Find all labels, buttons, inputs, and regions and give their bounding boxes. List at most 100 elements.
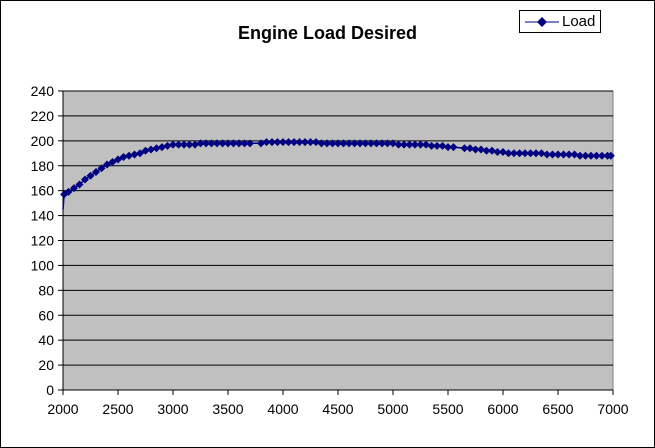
data-point-2800 xyxy=(147,145,155,154)
data-point-3050 xyxy=(174,140,183,149)
data-point-3350 xyxy=(207,139,216,148)
data-point-3950 xyxy=(273,138,282,147)
data-point-5950 xyxy=(493,148,502,157)
x-tick-label-7000: 7000 xyxy=(597,401,628,417)
data-point-5800 xyxy=(477,145,485,154)
legend-label-load: Load xyxy=(562,13,596,30)
y-tick-label-180: 180 xyxy=(31,158,55,174)
data-point-3300 xyxy=(202,139,210,148)
data-point-3550 xyxy=(229,139,238,148)
data-point-5400 xyxy=(433,141,441,150)
data-point-4450 xyxy=(328,139,337,148)
data-point-5000 xyxy=(389,139,397,148)
data-point-3250 xyxy=(196,139,205,148)
y-tick-label-100: 100 xyxy=(31,257,55,273)
legend-line-marker xyxy=(525,17,559,27)
data-point-4950 xyxy=(383,139,392,148)
data-point-4600 xyxy=(345,139,353,148)
data-point-4500 xyxy=(334,139,342,148)
data-point-6400 xyxy=(543,150,551,159)
data-point-5150 xyxy=(405,140,414,149)
data-point-6300 xyxy=(532,149,540,158)
data-point-6350 xyxy=(537,149,546,158)
data-point-5450 xyxy=(438,141,447,150)
y-tick-label-60: 60 xyxy=(38,307,54,323)
data-point-3450 xyxy=(218,139,227,148)
data-point-4150 xyxy=(295,138,304,147)
data-point-4400 xyxy=(323,139,331,148)
x-tick-label-3500: 3500 xyxy=(212,401,243,417)
data-point-4200 xyxy=(301,138,309,147)
data-point-6850 xyxy=(592,151,601,160)
data-point-6800 xyxy=(587,151,595,160)
data-point-3650 xyxy=(240,139,249,148)
data-point-6900 xyxy=(598,151,606,160)
data-point-5200 xyxy=(411,140,419,149)
data-point-2900 xyxy=(158,143,166,152)
data-point-6980 xyxy=(606,151,615,160)
data-point-5350 xyxy=(427,141,436,150)
data-point-3850 xyxy=(262,138,271,147)
data-point-6550 xyxy=(559,150,568,159)
data-point-5550 xyxy=(449,143,458,152)
data-point-5250 xyxy=(416,140,425,149)
data-point-4750 xyxy=(361,139,370,148)
data-point-6000 xyxy=(499,148,507,157)
data-point-6450 xyxy=(548,150,557,159)
legend: Load xyxy=(519,10,601,33)
y-tick-label-140: 140 xyxy=(31,208,55,224)
data-point-5650 xyxy=(460,144,469,153)
data-point-3100 xyxy=(180,140,188,149)
y-tick-label-240: 240 xyxy=(31,83,55,99)
data-point-5100 xyxy=(400,140,408,149)
data-point-2950 xyxy=(163,141,172,150)
data-point-3400 xyxy=(213,139,221,148)
data-point-6100 xyxy=(510,149,518,158)
x-tick-label-6000: 6000 xyxy=(487,401,518,417)
data-point-4000 xyxy=(279,138,287,147)
data-point-6250 xyxy=(526,149,535,158)
data-point-5300 xyxy=(422,140,430,149)
data-point-2650 xyxy=(130,150,139,159)
data-point-5900 xyxy=(488,146,496,155)
data-point-4300 xyxy=(312,138,320,147)
data-point-2050 xyxy=(64,187,73,196)
x-tick-label-4000: 4000 xyxy=(267,401,298,417)
x-tick-label-6500: 6500 xyxy=(542,401,573,417)
data-point-2150 xyxy=(75,180,84,189)
y-tick-label-220: 220 xyxy=(31,108,55,124)
data-point-4800 xyxy=(367,139,375,148)
data-point-3600 xyxy=(235,139,243,148)
data-point-3000 xyxy=(169,140,177,149)
x-tick-label-4500: 4500 xyxy=(322,401,353,417)
data-point-4550 xyxy=(339,139,348,148)
data-point-2350 xyxy=(97,164,106,173)
data-point-2250 xyxy=(86,171,95,180)
y-tick-label-120: 120 xyxy=(31,233,55,249)
data-point-6600 xyxy=(565,150,573,159)
data-point-6750 xyxy=(581,151,590,160)
data-point-2200 xyxy=(81,175,89,184)
data-point-3700 xyxy=(246,139,254,148)
data-point-3150 xyxy=(185,140,194,149)
y-tick-label-0: 0 xyxy=(46,382,54,398)
y-tick-label-20: 20 xyxy=(38,357,54,373)
x-tick-label-5000: 5000 xyxy=(377,401,408,417)
x-tick-label-5500: 5500 xyxy=(432,401,463,417)
data-point-4100 xyxy=(290,138,298,147)
y-tick-label-200: 200 xyxy=(31,133,55,149)
x-tick-label-3000: 3000 xyxy=(157,401,188,417)
data-point-5850 xyxy=(482,146,491,155)
data-point-2100 xyxy=(70,184,78,193)
data-point-5050 xyxy=(394,140,403,149)
x-tick-label-2500: 2500 xyxy=(102,401,133,417)
y-tick-label-40: 40 xyxy=(38,332,54,348)
data-point-3800 xyxy=(257,139,265,148)
data-point-2600 xyxy=(125,151,133,160)
data-point-2850 xyxy=(152,144,161,153)
data-point-2300 xyxy=(92,167,100,176)
data-point-5750 xyxy=(471,145,480,154)
data-point-4700 xyxy=(356,139,364,148)
data-point-2750 xyxy=(141,146,150,155)
